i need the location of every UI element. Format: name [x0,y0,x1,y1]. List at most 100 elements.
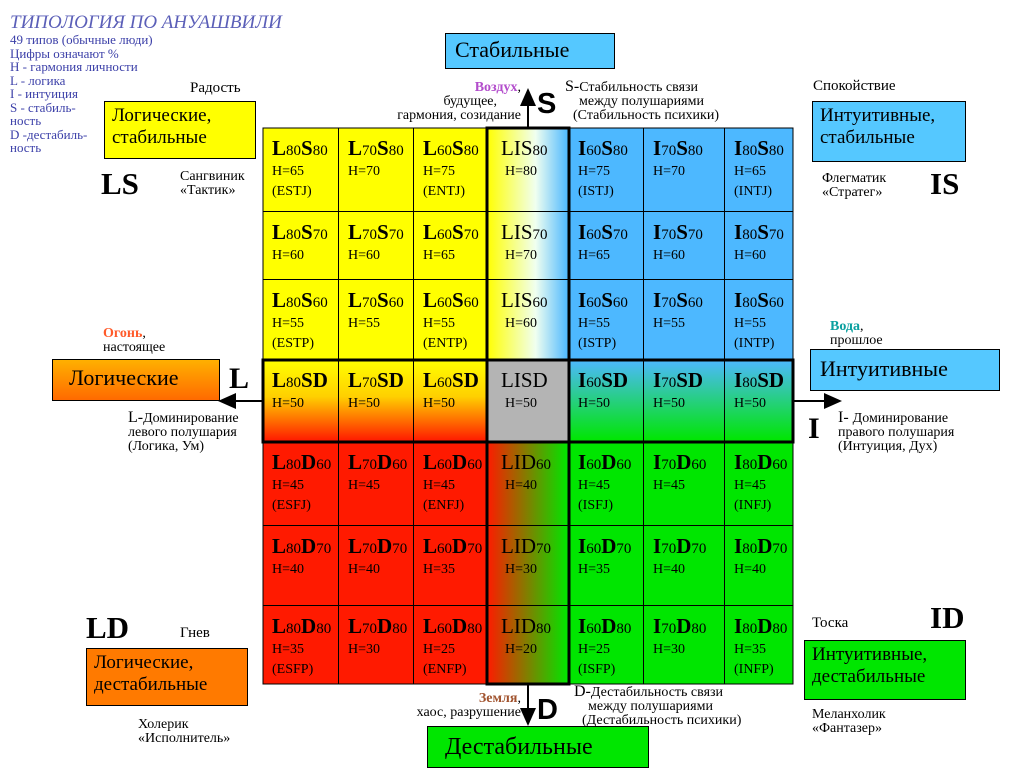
type-name: L60D60 [423,450,482,475]
type-letter: S [452,136,464,160]
element-earth-name: Земля [478,691,518,706]
element-water-comma: , [860,319,864,334]
type-percent: 60 [388,295,404,311]
type-percent: 60 [586,621,602,637]
element-air-line-2: гармония, созидание [397,108,521,123]
type-cell: L80SD H=50 [263,360,339,442]
element-fire-comma: , [142,326,146,341]
type-percent: 70 [768,227,784,243]
harmony-value: H=65 [272,164,305,179]
legend-line: ность [10,140,42,155]
type-percent: 80 [742,621,758,637]
type-percent: 80 [768,143,784,159]
type-cell: I70SD H=50 [644,360,725,442]
ls-box-line-1: Логические, [112,105,212,126]
temperament-id: Меланхолик «Фантазер» [812,708,886,736]
type-name: L80D60 [272,450,331,475]
harmony-value: H=40 [653,562,686,577]
type-letter: I [734,450,743,474]
type-percent: 60 [612,295,628,311]
mbti-type: (ISTP) [578,336,617,351]
type-letter: L [348,288,363,312]
type-letter: L [423,288,438,312]
type-letter: L [272,534,287,558]
type-letter: D [676,614,692,638]
type-percent: 60 [437,541,453,557]
type-percent: 80 [286,143,302,159]
axis-s-desc: S-Стабильность связи между полушариями (… [565,79,719,123]
type-percent: 70 [661,541,677,557]
harmony-value: H=75 [423,164,456,179]
axis-i-line-1: Доминирование [852,411,949,426]
type-percent: 80 [742,143,758,159]
type-percent: 60 [586,295,602,311]
type-cell: L60D70 H=35 [414,526,487,606]
type-letter: I [653,288,662,312]
type-letter: L [423,368,438,392]
type-letter: LIS [501,136,533,160]
type-percent: 60 [437,457,453,473]
type-letter: D [452,534,468,558]
type-name: I80S60 [734,288,784,313]
type-letter: I [578,614,587,638]
type-letter: S [601,136,613,160]
type-cell: I60S80 H=75 (ISTJ) [569,128,644,212]
harmony-value: H=70 [348,164,381,179]
harmony-value: H=55 [578,316,611,331]
type-name: I60D70 [578,534,631,559]
temperament-id-line-2: «Фантазер» [812,721,883,736]
harmony-value: H=55 [272,316,305,331]
type-percent: 80 [536,621,551,637]
ls-box-line-2: стабильные [112,127,207,148]
emotion-is: Спокойствие [813,78,896,94]
type-percent: 80 [286,375,302,391]
type-letter: D [601,450,617,474]
type-name: I60S60 [578,288,628,313]
type-cell: L60SD H=50 [414,360,487,442]
harmony-value: H=60 [272,248,305,263]
harmony-value: H=65 [734,164,767,179]
type-percent: 70 [362,227,378,243]
is-box-line-1: Интуитивные, [820,105,936,126]
mbti-type: (ENFJ) [423,498,465,513]
type-letter: I [578,136,587,160]
harmony-value: H=60 [348,248,381,263]
type-cell: L60S70 H=65 [414,212,487,280]
type-percent: 60 [316,457,332,473]
harmony-value: H=45 [578,478,611,493]
type-letter: I [578,450,587,474]
type-letter: S [676,220,688,244]
type-letter: D [676,450,692,474]
type-cell: I70D80 H=30 [644,606,725,684]
axis-d-prefix: D- [574,683,591,700]
type-name: L60S80 [423,136,479,161]
harmony-value: H=30 [653,642,686,657]
type-percent: 80 [286,457,302,473]
type-name: L70S80 [348,136,404,161]
harmony-value: H=50 [578,396,611,411]
legend-lines: 49 типов (обычные люди) Цифры означают % H… [10,33,153,155]
harmony-value: H=45 [272,478,305,493]
mbti-type: (ESFJ) [272,498,311,513]
harmony-value: H=40 [348,562,381,577]
type-cell: L80D80 H=35 (ESFP) [263,606,339,684]
type-letter: L [423,534,438,558]
type-percent: 60 [687,295,703,311]
type-letter: SD [452,368,479,392]
type-cell: I60SD H=50 [569,360,644,442]
type-letter: S [676,288,688,312]
type-letter: L [423,220,438,244]
temperament-ls-line-2: «Тактик» [180,183,236,198]
harmony-value: H=45 [734,478,767,493]
type-percent: 70 [661,227,677,243]
type-letter: LID [501,614,536,638]
type-letter: S [676,136,688,160]
harmony-value: H=25 [578,642,611,657]
type-percent: 70 [362,541,378,557]
type-name: I70S80 [653,136,703,161]
type-percent: 70 [661,457,677,473]
type-percent: 70 [312,227,328,243]
type-letter: D [301,614,317,638]
type-cell: I80D70 H=40 [725,526,793,606]
type-name: L60S70 [423,220,479,245]
